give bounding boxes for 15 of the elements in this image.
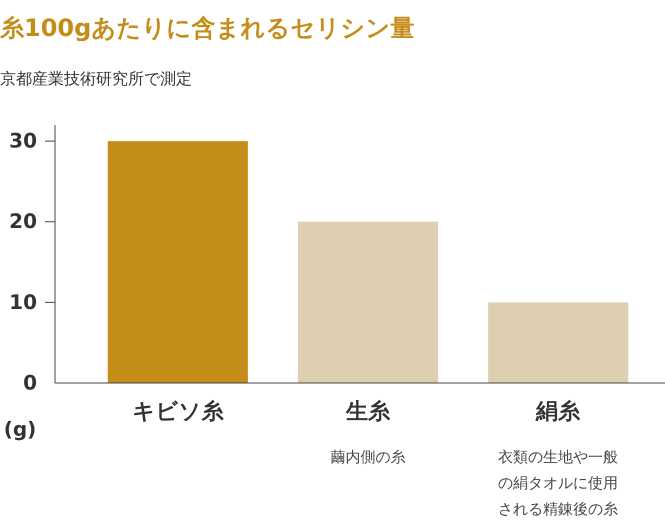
- text: 繭内側の糸: [330, 448, 406, 466]
- text: 衣類の生地や一般の絹タオルに使用される精錬後の糸: [498, 448, 618, 518]
- x-tick-label: 生糸: [345, 400, 391, 425]
- bar: [108, 141, 248, 383]
- x-tick-label: キビソ糸: [132, 400, 224, 425]
- y-tick-label: 30: [9, 128, 37, 153]
- y-axis-title: (g): [4, 417, 36, 441]
- chart-title: 糸100gあたりに含まれるセリシン量: [0, 14, 414, 42]
- x-tick-label: 絹糸: [535, 400, 582, 425]
- y-tick-label: 0: [23, 370, 37, 394]
- y-tick-label: 10: [9, 290, 37, 314]
- y-tick-label: 20: [9, 209, 37, 234]
- bar: [488, 302, 628, 383]
- bar: [298, 222, 438, 383]
- chart-subtitle: 京都産業技術研究所で測定: [0, 69, 192, 88]
